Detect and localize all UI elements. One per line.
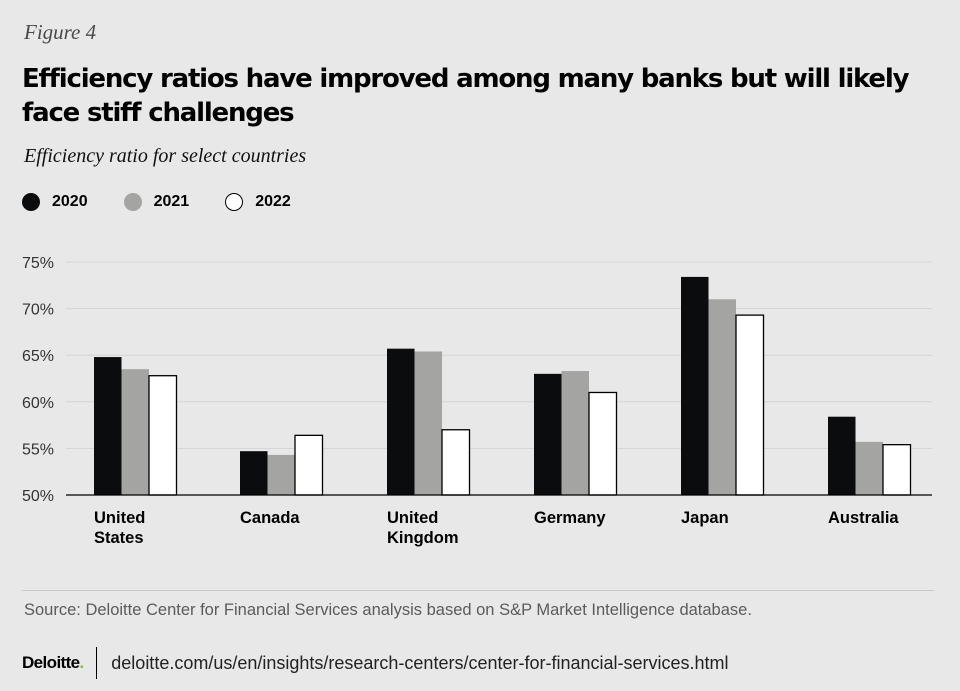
x-tick-label: United Kingdom [387, 509, 459, 547]
deloitte-logo: Deloitte [22, 653, 80, 672]
bar-2022-germany [588, 391, 618, 496]
x-tick-label-line: Canada [240, 509, 300, 527]
chart-title: Efficiency ratios have improved among ma… [22, 64, 910, 128]
bar-2020-australia [828, 416, 856, 495]
x-tick-label: United States [94, 509, 145, 547]
bar-2020-germany [534, 373, 562, 495]
bar-2022-united-states [148, 375, 178, 496]
footer-separator [96, 647, 98, 679]
bar-2021-australia [855, 441, 883, 495]
bar-2020-canada [240, 451, 268, 495]
x-tick-label: Australia [828, 509, 899, 527]
x-tick-label-line: United [94, 509, 145, 527]
x-tick-label-line: Australia [828, 509, 899, 527]
divider [22, 590, 934, 591]
x-tick-label: Japan [681, 509, 729, 527]
y-tick-label: 65% [22, 348, 54, 365]
x-tick-label-line: Germany [534, 509, 606, 527]
x-tick-label: Germany [534, 509, 606, 527]
bar-2022-australia [882, 444, 912, 496]
y-tick-label: 70% [22, 302, 54, 319]
bar-2021-japan [708, 299, 736, 495]
x-tick-label-line: Japan [681, 509, 729, 527]
y-tick-label: 60% [22, 395, 54, 412]
chart-subtitle: Efficiency ratio for select countries [24, 145, 307, 167]
legend-swatch-2022 [225, 193, 244, 211]
bar-2020-united-states [94, 357, 122, 495]
y-tick-label: 50% [22, 488, 54, 505]
bar-2021-united-kingdom [414, 351, 442, 495]
legend-item-2021: 2021 [123, 193, 190, 211]
x-tick-label-line: Kingdom [387, 529, 459, 547]
bar-2022-canada [294, 434, 324, 496]
footer-url[interactable]: deloitte.com/us/en/insights/research-cen… [111, 652, 729, 673]
bar-chart: 50% 55% 60% 65% 70% 75% United States Canada Unit… [22, 255, 932, 547]
legend-swatch-2021 [123, 193, 142, 211]
legend-item-2020: 2020 [22, 193, 88, 211]
legend-label-2022: 2022 [255, 193, 291, 210]
bar-2020-japan [681, 276, 709, 495]
x-tick-label-line: United [387, 509, 438, 527]
legend-label-2021: 2021 [153, 193, 190, 210]
bar-2020-united-kingdom [387, 348, 415, 495]
logo-dot: . [79, 653, 85, 672]
figure-label: Figure 4 [24, 20, 97, 44]
footer: Deloitte. deloitte.com/us/en/insights/re… [22, 647, 729, 679]
bar-2021-germany [561, 371, 589, 495]
legend-swatch-2020 [22, 193, 40, 211]
legend-item-2022: 2022 [225, 193, 291, 211]
y-tick-label: 75% [22, 255, 54, 272]
legend: 2020 2021 2022 [22, 193, 327, 211]
bar-2022-united-kingdom [441, 429, 471, 496]
x-tick-label: Canada [240, 509, 300, 527]
x-tick-label-line: States [94, 529, 144, 547]
source-note: Source: Deloitte Center for Financial Se… [24, 601, 752, 619]
bar-2021-united-states [121, 369, 149, 495]
y-tick-label: 55% [22, 441, 54, 458]
bar-2021-canada [267, 454, 295, 495]
legend-label-2020: 2020 [52, 193, 88, 210]
bar-2022-japan [735, 314, 765, 496]
